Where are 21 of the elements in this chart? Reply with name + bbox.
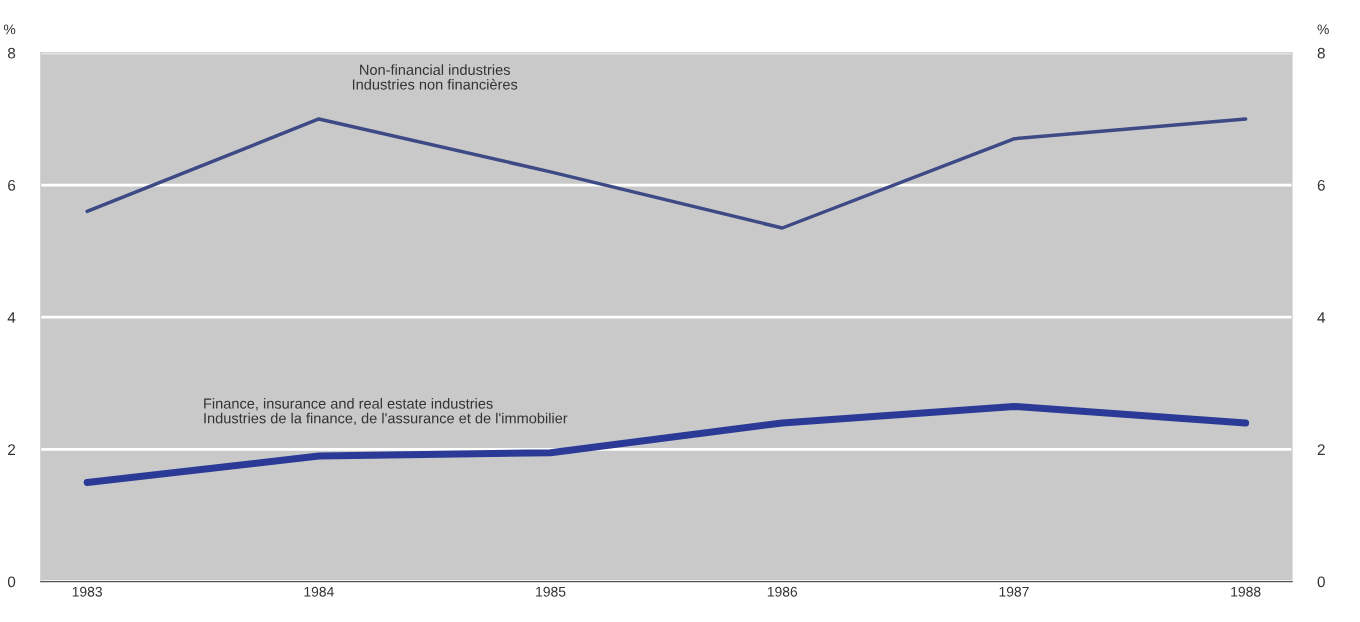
x-tick-label: 1988 xyxy=(1231,586,1261,597)
y-axis-title: % xyxy=(3,24,16,35)
y2-tick-label: 2 xyxy=(1317,444,1325,455)
y2-tick-label: 6 xyxy=(1317,179,1325,191)
y-tick-label: 6 xyxy=(8,179,16,191)
y2-tick-label: 4 xyxy=(1317,312,1326,323)
y2-tick-label: 0 xyxy=(1317,576,1325,588)
y2-axis-title: % xyxy=(1317,24,1329,35)
series-label: Finance, insurance and real estate industries Industries de la finance, de l'assurance et de l'immobilier xyxy=(204,398,568,426)
text: Non-financial industries Industries non financières xyxy=(352,64,518,90)
y-tick-label: 2 xyxy=(8,444,16,455)
x-tick-label: 1985 xyxy=(536,586,566,597)
x-tick-label: 1986 xyxy=(767,586,798,597)
y-tick-label: 8 xyxy=(7,47,16,59)
x-tick-label: 1984 xyxy=(304,586,334,597)
x-tick-label: 1987 xyxy=(999,586,1029,597)
line-series xyxy=(85,117,1248,230)
y-tick-label: 4 xyxy=(7,312,16,323)
x-tick-label: 1983 xyxy=(72,586,102,597)
y2-tick-label: 8 xyxy=(1317,47,1325,59)
y-tick-label: 0 xyxy=(7,576,16,588)
